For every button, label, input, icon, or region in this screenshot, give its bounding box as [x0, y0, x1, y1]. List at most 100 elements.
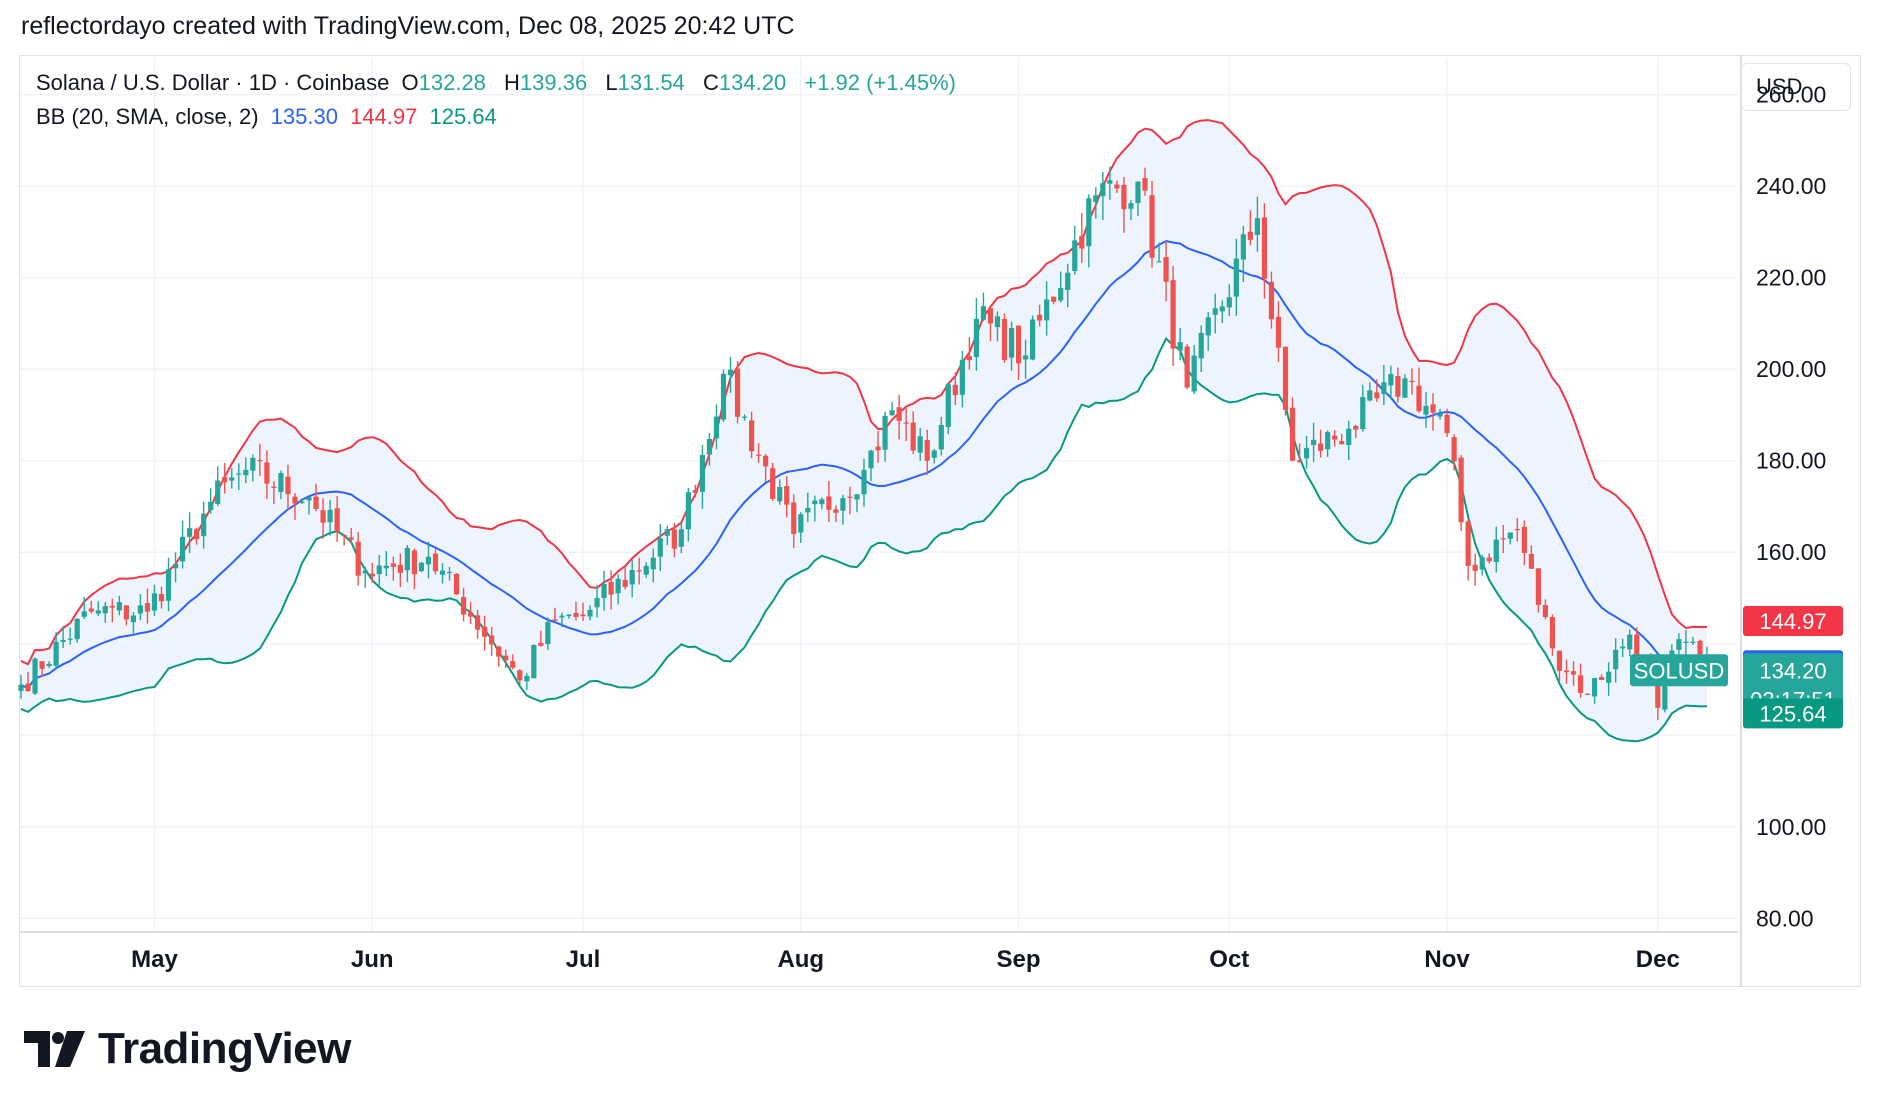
- symbol-description[interactable]: Solana / U.S. Dollar · 1D · Coinbase: [36, 70, 390, 95]
- candle-body: [1465, 521, 1471, 566]
- candle-body: [1451, 437, 1457, 462]
- candle-body: [791, 502, 797, 534]
- candle-body: [734, 368, 741, 417]
- candle-body: [88, 608, 94, 612]
- candle-body: [798, 514, 804, 533]
- candle-body: [482, 626, 488, 637]
- candle-body: [109, 605, 115, 608]
- candle-body: [327, 509, 333, 523]
- candle-body: [720, 373, 727, 420]
- upper-band-tag: 144.97: [1759, 609, 1826, 634]
- time-tick-label: Aug: [777, 946, 824, 973]
- candle-body: [763, 455, 769, 467]
- candle-body: [383, 565, 389, 569]
- candle-body: [208, 501, 214, 511]
- candle-body: [229, 477, 235, 481]
- candle-body: [1072, 240, 1078, 271]
- bb-upper-value: 144.97: [350, 104, 418, 129]
- candle-body: [1100, 183, 1106, 197]
- candle-body: [882, 415, 888, 450]
- candle-body: [151, 593, 158, 611]
- candle-body: [896, 407, 902, 421]
- candle-body: [1311, 439, 1317, 446]
- candle-body: [784, 486, 790, 505]
- candle-body: [1528, 553, 1534, 569]
- time-tick-label: May: [131, 946, 178, 973]
- candle-body: [285, 476, 291, 495]
- candle-body: [411, 550, 417, 575]
- candle-body: [1191, 355, 1197, 392]
- candle-body: [278, 472, 284, 493]
- candle-body: [580, 614, 586, 617]
- upper-band-tag-bg: [1743, 605, 1843, 636]
- candle-body: [1233, 258, 1239, 297]
- candle-body: [924, 440, 930, 461]
- candle-body: [404, 548, 410, 571]
- high-value: 139.36: [519, 70, 588, 95]
- candle-body: [1676, 639, 1682, 650]
- candle-body: [889, 410, 895, 416]
- currency-button[interactable]: USD: [1741, 63, 1851, 111]
- candle-body: [1563, 670, 1570, 673]
- candle-body: [840, 498, 846, 511]
- lower-band-tag-bg: [1743, 698, 1843, 729]
- candle-body: [299, 501, 305, 503]
- candle-body: [524, 675, 530, 682]
- candle-body: [545, 622, 551, 645]
- candle-body: [453, 573, 460, 595]
- symbol-tag: SOLUSD: [1634, 658, 1724, 683]
- bollinger-band-fill: [21, 120, 1707, 742]
- candle-body: [601, 584, 607, 599]
- candle-body: [1332, 435, 1338, 440]
- candle-body: [1121, 184, 1127, 210]
- candle-body: [1606, 671, 1612, 683]
- candle-body: [32, 658, 38, 694]
- candle-body: [1395, 376, 1401, 397]
- candle-body: [1163, 257, 1169, 282]
- candle-body: [854, 494, 860, 500]
- candle-body: [1001, 319, 1008, 361]
- candle-body: [812, 500, 818, 505]
- candle-body: [917, 436, 923, 453]
- candle-body: [805, 507, 811, 513]
- candle-body: [559, 615, 565, 618]
- candle-body: [439, 570, 446, 575]
- low-value: 131.54: [617, 70, 685, 95]
- candle-body: [1044, 299, 1050, 321]
- bb-label[interactable]: BB (20, SMA, close, 2): [36, 104, 259, 129]
- candle-body: [1149, 195, 1155, 258]
- candle-body: [1008, 328, 1015, 358]
- candle-body: [587, 609, 593, 617]
- candle-body: [1275, 316, 1282, 348]
- candle-body: [460, 597, 467, 615]
- candle-body: [608, 581, 614, 595]
- open-value: 132.28: [418, 70, 486, 95]
- candle-body: [1423, 405, 1429, 415]
- candle-body: [1219, 306, 1225, 312]
- candle-body: [1683, 641, 1689, 643]
- candle-body: [1584, 693, 1591, 695]
- candle-body: [875, 446, 881, 451]
- candle-body: [1493, 539, 1499, 562]
- candle-body: [1458, 457, 1464, 523]
- candle-body: [1388, 374, 1394, 386]
- candle-body: [123, 605, 129, 620]
- price-tick-label: 240.00: [1756, 173, 1826, 199]
- time-tick-label: Oct: [1209, 946, 1249, 973]
- candle-body: [187, 528, 193, 537]
- candle-body: [236, 473, 242, 475]
- candle-body: [1339, 441, 1345, 445]
- candle-body: [1444, 414, 1450, 434]
- candle-body: [1507, 532, 1513, 539]
- candle-body: [1416, 385, 1422, 412]
- candle-body: [727, 369, 734, 376]
- candle-body: [243, 469, 249, 476]
- close-value: 134.20: [718, 70, 787, 95]
- candle-body: [397, 564, 403, 573]
- candle-body: [1655, 683, 1661, 708]
- candle-body: [1282, 346, 1289, 410]
- high-label: H: [504, 70, 520, 95]
- candle-body: [1022, 355, 1029, 360]
